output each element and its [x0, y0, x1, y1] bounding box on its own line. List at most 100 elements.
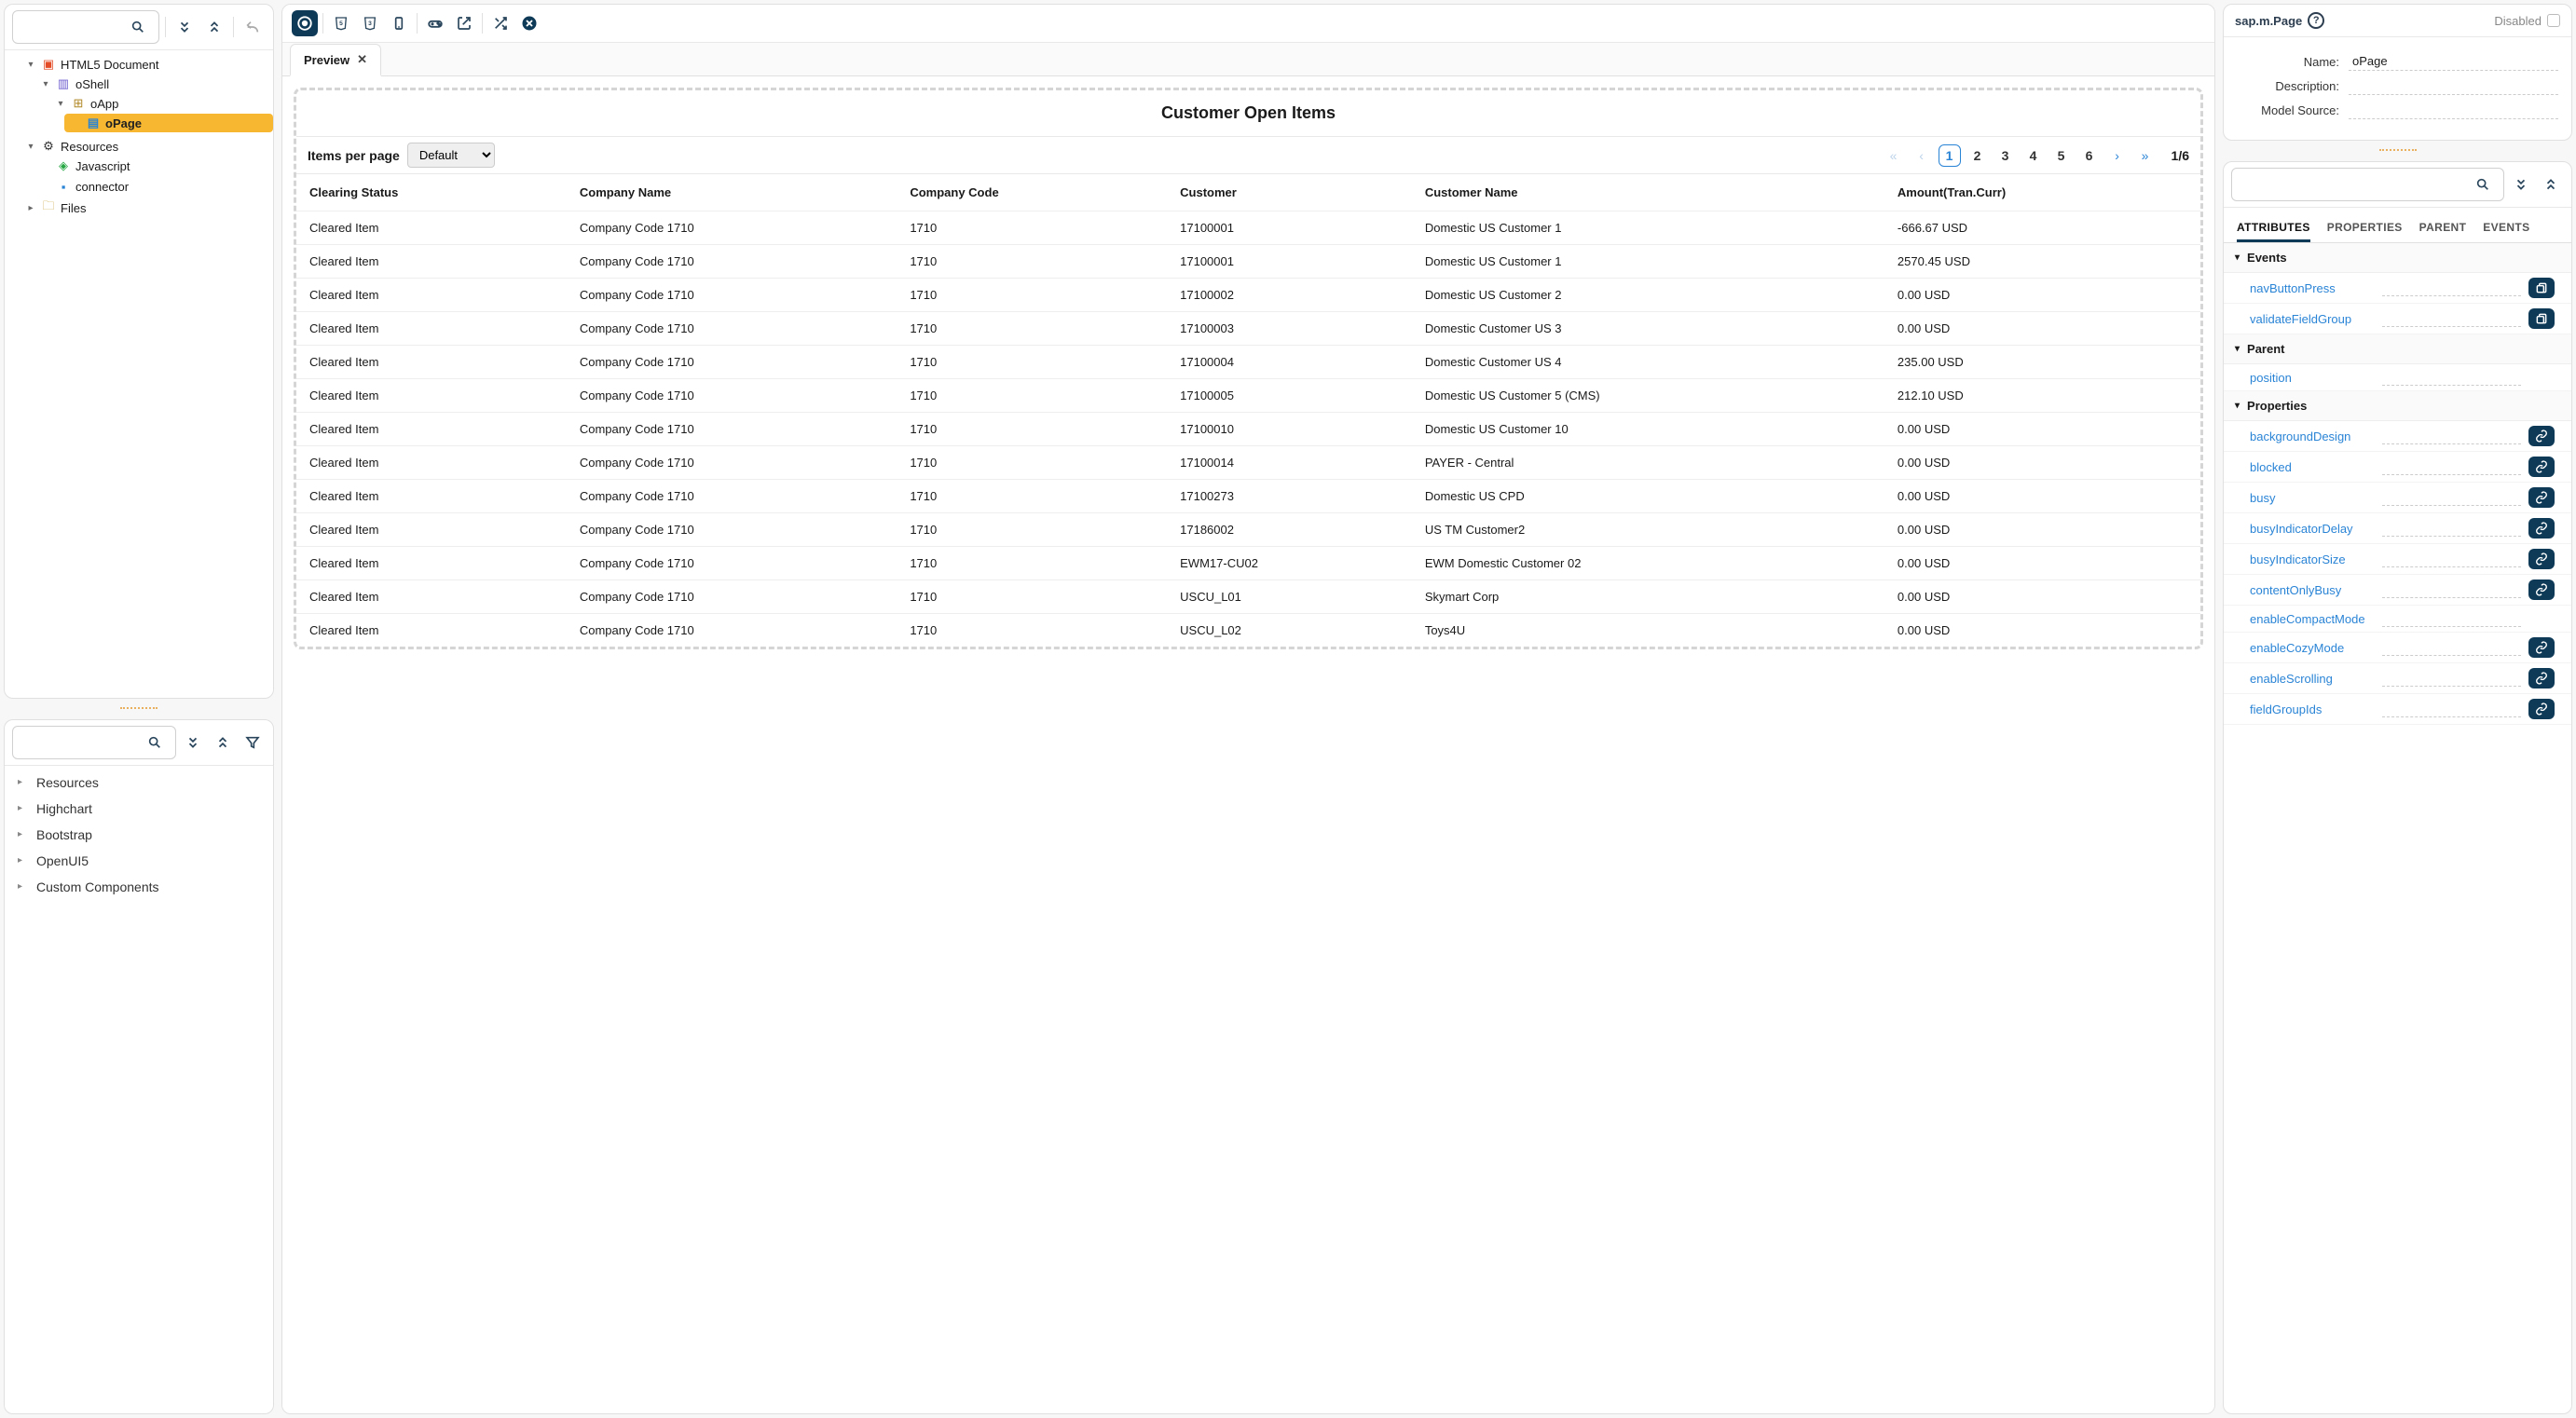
link-icon[interactable]	[2528, 457, 2555, 477]
close-circle-icon[interactable]	[516, 10, 542, 36]
undo-icon[interactable]	[240, 14, 266, 40]
attr-value[interactable]	[2382, 489, 2521, 506]
horizontal-splitter[interactable]	[4, 706, 274, 712]
link-icon[interactable]	[2528, 668, 2555, 689]
link-icon[interactable]	[2528, 579, 2555, 600]
disabled-checkbox[interactable]	[2547, 14, 2560, 27]
palette-category[interactable]: ▸Resources	[5, 770, 273, 796]
table-header[interactable]: Amount(Tran.Curr)	[1884, 174, 2200, 211]
attr-group-header[interactable]: ▾Parent	[2224, 334, 2571, 364]
table-row[interactable]: Cleared ItemCompany Code 171017101710000…	[296, 312, 2200, 346]
table-header[interactable]: Company Code	[897, 174, 1167, 211]
table-row[interactable]: Cleared ItemCompany Code 171017101710000…	[296, 211, 2200, 245]
palette-category[interactable]: ▸OpenUI5	[5, 848, 273, 874]
attr-value[interactable]	[2382, 369, 2521, 386]
close-icon[interactable]: ✕	[357, 52, 367, 67]
link-icon[interactable]	[2528, 549, 2555, 569]
open-external-icon[interactable]	[451, 10, 477, 36]
palette-category[interactable]: ▸Bootstrap	[5, 822, 273, 848]
shuffle-icon[interactable]	[487, 10, 514, 36]
collapse-all-icon[interactable]	[210, 729, 236, 756]
attr-value[interactable]	[2382, 458, 2521, 475]
palette-search-input[interactable]	[21, 735, 142, 749]
attr-tab[interactable]: PARENT	[2419, 215, 2467, 242]
attributes-search-input[interactable]	[2240, 178, 2470, 192]
attr-tab[interactable]: EVENTS	[2483, 215, 2529, 242]
table-row[interactable]: Cleared ItemCompany Code 17101710USCU_L0…	[296, 580, 2200, 614]
attr-name[interactable]: blocked	[2235, 460, 2375, 474]
attr-value[interactable]	[2382, 551, 2521, 567]
horizontal-splitter[interactable]	[2223, 148, 2572, 154]
attr-tab[interactable]: PROPERTIES	[2327, 215, 2403, 242]
attr-value[interactable]	[2382, 701, 2521, 717]
expand-all-icon[interactable]	[171, 14, 198, 40]
attr-value[interactable]	[2382, 310, 2521, 327]
table-header[interactable]: Customer Name	[1412, 174, 1884, 211]
palette-category[interactable]: ▸Highchart	[5, 796, 273, 822]
model-source-field[interactable]	[2349, 101, 2558, 119]
tree-node[interactable]: ▾▥oShell	[34, 75, 273, 93]
attr-value[interactable]	[2382, 610, 2521, 627]
attr-name[interactable]: backgroundDesign	[2235, 429, 2375, 443]
table-row[interactable]: Cleared ItemCompany Code 171017101710000…	[296, 379, 2200, 413]
pager-page[interactable]: 2	[1966, 144, 1989, 167]
filter-icon[interactable]	[240, 729, 266, 756]
description-field[interactable]	[2349, 76, 2558, 95]
attr-value[interactable]	[2382, 670, 2521, 687]
attr-name[interactable]: enableCompactMode	[2235, 612, 2375, 626]
attr-group-header[interactable]: ▾Properties	[2224, 391, 2571, 421]
collapse-all-icon[interactable]	[2538, 171, 2564, 198]
pager-page[interactable]: 5	[2050, 144, 2073, 167]
pager-page[interactable]: 1	[1939, 144, 1961, 167]
attr-value[interactable]	[2382, 581, 2521, 598]
table-row[interactable]: Cleared ItemCompany Code 171017101710001…	[296, 413, 2200, 446]
tab-preview[interactable]: Preview ✕	[290, 44, 381, 76]
palette-search[interactable]	[12, 726, 176, 759]
table-row[interactable]: Cleared ItemCompany Code 171017101710000…	[296, 279, 2200, 312]
search-icon[interactable]	[2470, 171, 2496, 198]
attr-name[interactable]: navButtonPress	[2235, 281, 2375, 295]
table-row[interactable]: Cleared ItemCompany Code 171017101710000…	[296, 245, 2200, 279]
link-icon[interactable]	[2528, 518, 2555, 539]
pager-page[interactable]: 3	[1994, 144, 2017, 167]
link-icon[interactable]	[2528, 699, 2555, 719]
attr-value[interactable]	[2382, 428, 2521, 444]
attributes-search[interactable]	[2231, 168, 2504, 201]
palette-list[interactable]: ▸Resources▸Highchart▸Bootstrap▸OpenUI5▸C…	[5, 766, 273, 1413]
tree-node[interactable]: ▾⊞oApp	[49, 94, 273, 113]
paste-icon[interactable]	[2528, 308, 2555, 329]
attr-group-header[interactable]: ▾Events	[2224, 243, 2571, 273]
table-row[interactable]: Cleared ItemCompany Code 171017101710001…	[296, 446, 2200, 480]
preview-icon[interactable]	[292, 10, 318, 36]
attr-name[interactable]: busy	[2235, 491, 2375, 505]
pager-last-icon[interactable]: »	[2134, 144, 2157, 167]
attr-name[interactable]: enableCozyMode	[2235, 641, 2375, 655]
outline-tree[interactable]: ▾▣HTML5 Document▾▥oShell▾⊞oApp▤oPage▾⚙Re…	[5, 50, 273, 698]
tree-node[interactable]: ▤oPage	[64, 114, 273, 132]
expand-all-icon[interactable]	[2508, 171, 2534, 198]
table-row[interactable]: Cleared ItemCompany Code 171017101710027…	[296, 480, 2200, 513]
attr-tab[interactable]: ATTRIBUTES	[2237, 215, 2310, 242]
attr-name[interactable]: busyIndicatorSize	[2235, 552, 2375, 566]
attr-value[interactable]	[2382, 520, 2521, 537]
name-field[interactable]: oPage	[2349, 52, 2558, 71]
items-per-page-select[interactable]: Default	[407, 143, 495, 168]
table-row[interactable]: Cleared ItemCompany Code 17101710USCU_L0…	[296, 614, 2200, 648]
pager-page[interactable]: 4	[2022, 144, 2045, 167]
tree-node[interactable]: ▪connector	[34, 177, 273, 196]
link-icon[interactable]	[2528, 637, 2555, 658]
table-header[interactable]: Clearing Status	[296, 174, 567, 211]
table-row[interactable]: Cleared ItemCompany Code 17101710EWM17-C…	[296, 547, 2200, 580]
collapse-all-icon[interactable]	[201, 14, 227, 40]
pager-next-icon[interactable]: ›	[2106, 144, 2129, 167]
tree-node[interactable]: ◈Javascript	[34, 157, 273, 175]
paste-icon[interactable]	[2528, 278, 2555, 298]
tree-node[interactable]: ▾▣HTML5 Document	[20, 55, 273, 74]
table-row[interactable]: Cleared ItemCompany Code 171017101718600…	[296, 513, 2200, 547]
attr-name[interactable]: enableScrolling	[2235, 672, 2375, 686]
mobile-icon[interactable]	[386, 10, 412, 36]
attr-name[interactable]: contentOnlyBusy	[2235, 583, 2375, 597]
link-icon[interactable]	[2528, 426, 2555, 446]
table-row[interactable]: Cleared ItemCompany Code 171017101710000…	[296, 346, 2200, 379]
outline-search-input[interactable]	[21, 20, 125, 34]
